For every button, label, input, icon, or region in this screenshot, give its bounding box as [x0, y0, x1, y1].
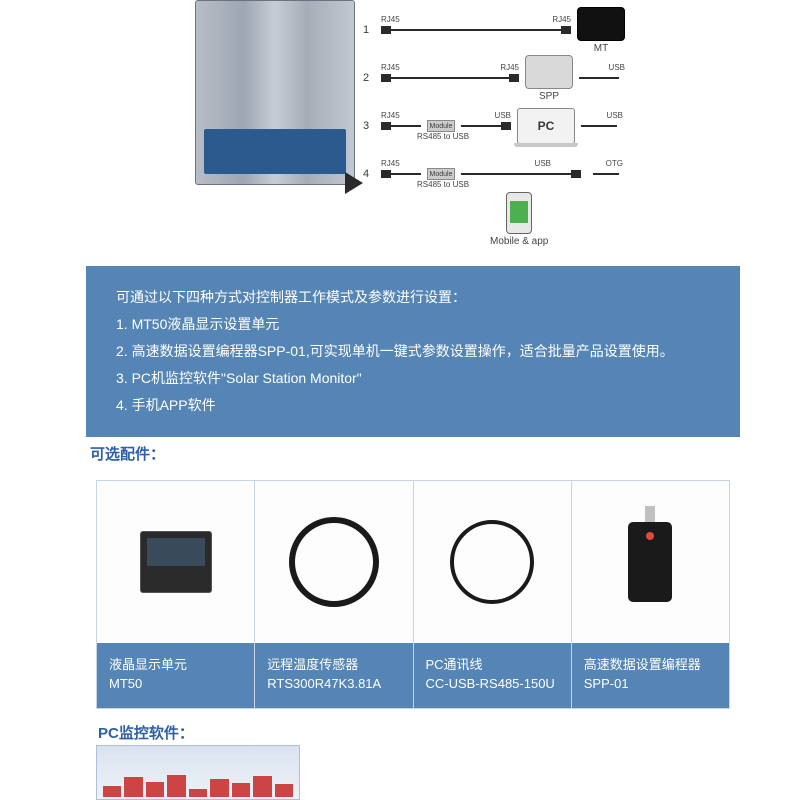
rj45-label: RJ45: [381, 63, 400, 72]
spp01-icon: [628, 522, 672, 602]
mt50-icon: [140, 531, 212, 593]
info-item: 1. MT50液晶显示设置单元: [116, 311, 710, 338]
accessory-card-mt50: 液晶显示单元 MT50: [97, 481, 254, 708]
rj45-label: RJ45: [500, 63, 519, 72]
module-badge: Module: [427, 168, 455, 180]
accessory-card-spp01: 高速数据设置编程器 SPP-01: [571, 481, 729, 708]
otg-label: OTG: [606, 159, 623, 168]
usb-label: USB: [535, 159, 551, 168]
accessory-title: PC通讯线: [426, 655, 559, 674]
accessory-card-cc-usb: PC通讯线 CC-USB-RS485-150U: [413, 481, 571, 708]
software-screenshot: [96, 745, 300, 800]
row-number: 2: [363, 72, 369, 84]
usb-label: USB: [495, 111, 511, 120]
row-number: 3: [363, 120, 369, 132]
rj45-label: RJ45: [381, 111, 400, 120]
accessory-model: CC-USB-RS485-150U: [426, 674, 559, 693]
accessory-model: SPP-01: [584, 674, 717, 693]
accessory-model: RTS300R47K3.81A: [267, 674, 400, 693]
software-heading: PC监控软件：: [98, 722, 194, 743]
mobile-label: Mobile & app: [490, 236, 548, 247]
device-label: PC: [538, 119, 555, 133]
rj45-label: RJ45: [381, 15, 400, 24]
row-number: 4: [363, 168, 369, 180]
rs485-label: RS485 to USB: [417, 132, 469, 141]
info-item: 4. 手机APP软件: [116, 392, 710, 419]
info-item: 3. PC机监控软件"Solar Station Monitor": [116, 365, 710, 392]
accessory-title: 液晶显示单元: [109, 655, 242, 674]
accessory-model: MT50: [109, 674, 242, 693]
output-arrow-icon: [345, 172, 363, 194]
diagram-row-3: 3 RJ45 Module USBRS485 to USB PC USB: [375, 108, 625, 144]
usb-cable-icon: [450, 520, 534, 604]
pc-device-icon: PC: [517, 108, 575, 144]
settings-info-box: 可通过以下四种方式对控制器工作模式及参数进行设置： 1. MT50液晶显示设置单…: [86, 266, 740, 437]
diagram-row-2: 2 RJ45RJ45 SPP USB: [375, 60, 625, 96]
accessory-title: 高速数据设置编程器: [584, 655, 717, 674]
mt-device-icon: [577, 7, 625, 41]
accessory-card-rts: 远程温度传感器 RTS300R47K3.81A: [254, 481, 412, 708]
row-number: 1: [363, 24, 369, 36]
rj45-label: RJ45: [381, 159, 400, 168]
module-badge: Module: [427, 120, 455, 132]
accessories-heading: 可选配件：: [90, 443, 165, 464]
info-intro: 可通过以下四种方式对控制器工作模式及参数进行设置：: [116, 284, 710, 311]
mobile-device: Mobile & app: [490, 192, 548, 247]
connection-diagram: 1 RJ45RJ45 MT 2 RJ45RJ45 SPP USB 3 RJ45 …: [195, 0, 625, 260]
usb-label: USB: [607, 111, 623, 120]
controller-device: [195, 0, 355, 185]
diagram-row-1: 1 RJ45RJ45 MT: [375, 12, 625, 48]
spp-device-icon: [525, 55, 573, 89]
accessories-grid: 液晶显示单元 MT50 远程温度传感器 RTS300R47K3.81A PC通讯…: [96, 480, 730, 709]
diagram-row-4: 4 RJ45 Module USBRS485 to USB OTG: [375, 156, 625, 192]
sensor-cable-icon: [289, 517, 379, 607]
usb-label: USB: [609, 63, 625, 72]
phone-icon: [506, 192, 532, 234]
accessory-title: 远程温度传感器: [267, 655, 400, 674]
device-label: SPP: [539, 91, 559, 102]
rj45-label: RJ45: [552, 15, 571, 24]
rs485-label: RS485 to USB: [417, 180, 469, 189]
device-label: MT: [594, 43, 608, 54]
info-item: 2. 高速数据设置编程器SPP-01,可实现单机一键式参数设置操作，适合批量产品…: [116, 338, 710, 365]
